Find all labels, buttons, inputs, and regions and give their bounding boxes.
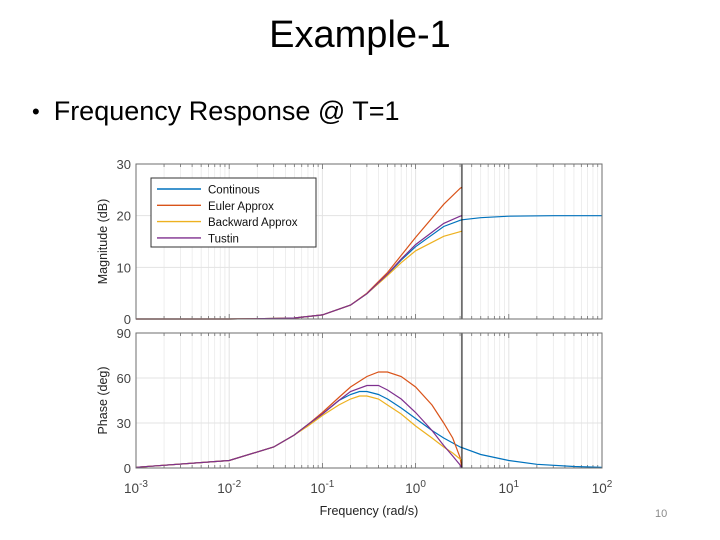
x-tick-label: 100 — [405, 479, 426, 496]
bullet-dot: • — [32, 98, 40, 124]
phase-y-tick-label: 30 — [117, 416, 131, 431]
magnitude-y-tick-label: 20 — [117, 209, 131, 224]
phase-y-tick-label: 0 — [124, 461, 131, 476]
x-axis-label: Frequency (rad/s) — [320, 504, 419, 518]
x-tick-label: 10-2 — [217, 479, 241, 496]
slide-title: Example-1 — [269, 14, 451, 56]
x-tick-label: 10-1 — [310, 479, 334, 496]
phase-axes-frame — [135, 332, 603, 469]
bullet-item: • Frequency Response @ T=1 — [32, 96, 400, 127]
magnitude-axes-frame — [135, 163, 603, 320]
magnitude-y-tick-label: 10 — [117, 260, 131, 275]
magnitude-y-tick-label: 30 — [117, 157, 131, 172]
legend-label: Euler Approx — [208, 201, 274, 213]
page-number: 10 — [655, 508, 668, 520]
x-tick-label: 101 — [499, 479, 520, 496]
x-tick-label: 102 — [592, 479, 613, 496]
magnitude-y-tick-label: 0 — [124, 312, 131, 327]
phase-series-tustin — [135, 384, 463, 469]
legend-label: Tustin — [208, 233, 239, 245]
legend-label: Continous — [208, 185, 260, 197]
phase-y-tick-label: 90 — [117, 326, 131, 341]
bullet-text: Frequency Response @ T=1 — [53, 96, 400, 126]
x-tick-label: 10-3 — [124, 479, 148, 496]
legend-label: Backward Approx — [208, 217, 298, 229]
phase-y-tick-label: 60 — [117, 371, 131, 386]
phase-ylabel: Phase (deg) — [96, 366, 110, 434]
magnitude-ylabel: Magnitude (dB) — [96, 199, 110, 284]
phase-plot-area — [136, 333, 602, 468]
